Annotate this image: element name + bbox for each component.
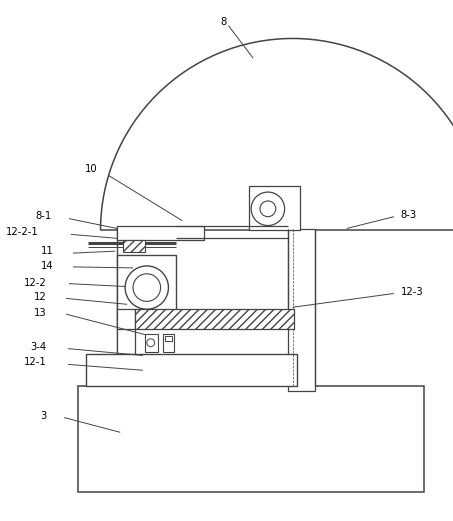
Text: 3-4: 3-4 <box>30 342 46 352</box>
Text: 3: 3 <box>40 411 46 420</box>
Bar <box>135 309 294 329</box>
Bar <box>135 309 294 329</box>
Circle shape <box>133 274 160 301</box>
Bar <box>117 319 135 354</box>
Bar <box>249 186 300 230</box>
Circle shape <box>251 192 284 226</box>
Circle shape <box>125 266 169 309</box>
Bar <box>288 229 315 391</box>
Bar <box>145 334 158 352</box>
Bar <box>117 309 135 329</box>
Bar <box>164 336 173 341</box>
Circle shape <box>260 201 276 217</box>
Text: 8: 8 <box>221 17 226 27</box>
Text: 12: 12 <box>34 292 46 302</box>
Bar <box>123 240 145 252</box>
Text: 13: 13 <box>34 308 46 318</box>
Bar <box>123 240 145 252</box>
Text: 14: 14 <box>41 261 53 271</box>
Text: 11: 11 <box>40 246 53 256</box>
Text: 8-3: 8-3 <box>401 210 417 220</box>
Text: 10: 10 <box>85 165 97 175</box>
Bar <box>78 386 424 492</box>
Circle shape <box>147 339 154 346</box>
Bar <box>163 334 174 352</box>
Text: 12-1: 12-1 <box>24 357 46 367</box>
Text: 12-2: 12-2 <box>24 278 46 288</box>
Bar <box>117 226 204 240</box>
Bar <box>86 354 298 386</box>
Bar <box>117 255 176 319</box>
Text: 8-1: 8-1 <box>35 210 51 221</box>
Text: 12-2-1: 12-2-1 <box>6 228 39 238</box>
Text: 12-3: 12-3 <box>401 287 424 296</box>
